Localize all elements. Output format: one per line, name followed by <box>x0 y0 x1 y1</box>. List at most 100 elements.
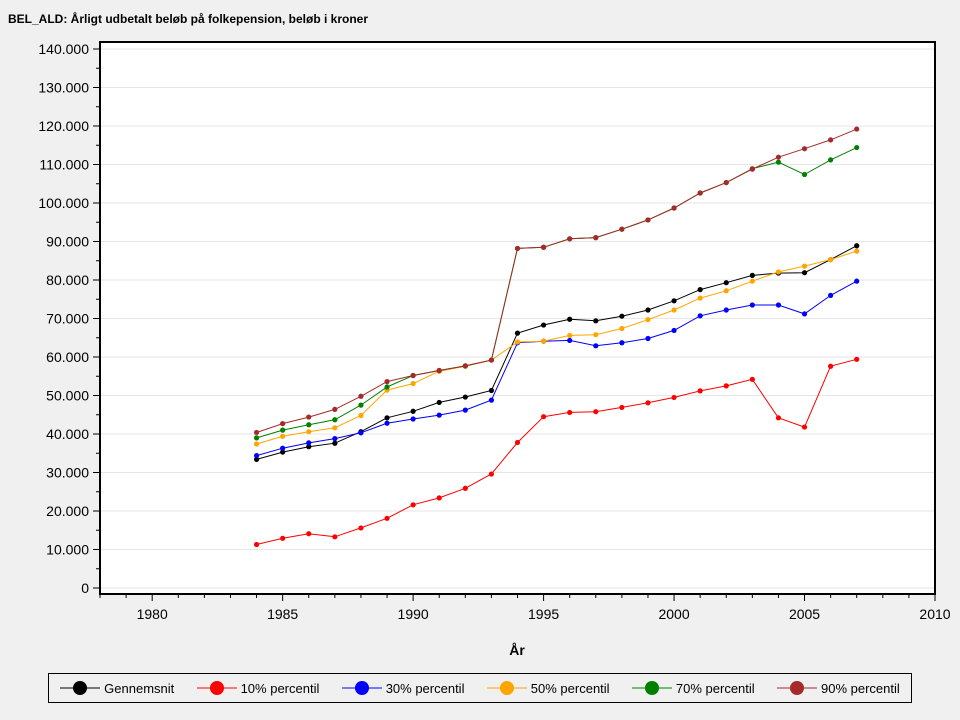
grid-layer <box>100 48 935 589</box>
data-point-gennemsnit <box>462 394 468 400</box>
data-point-30pct-percentil <box>801 311 808 317</box>
data-point-90pct-percentil <box>436 367 442 374</box>
data-point-90pct-percentil <box>280 421 286 427</box>
data-point-50pct-percentil <box>253 441 260 447</box>
data-point-70pct-percentil <box>854 144 860 151</box>
data-point-90pct-percentil <box>358 393 364 399</box>
data-point-50pct-percentil <box>567 332 573 339</box>
data-point-30pct-percentil <box>488 397 495 403</box>
data-point-30pct-percentil <box>723 307 729 313</box>
y-tick-label: 10.000 <box>46 542 89 558</box>
data-point-30pct-percentil <box>358 430 364 436</box>
data-point-30pct-percentil <box>697 313 703 319</box>
data-point-gennemsnit <box>436 399 442 406</box>
data-point-gennemsnit <box>514 330 521 336</box>
legend-swatch <box>486 681 527 695</box>
data-point-50pct-percentil <box>775 269 782 275</box>
y-tick-label: 80.000 <box>46 272 89 288</box>
data-point-50pct-percentil <box>332 425 338 431</box>
data-point-10pct-percentil <box>384 515 390 521</box>
y-tick-label: 20.000 <box>46 503 89 519</box>
data-point-90pct-percentil <box>540 244 547 250</box>
data-point-10pct-percentil <box>436 495 442 501</box>
data-point-gennemsnit <box>723 280 729 286</box>
data-point-70pct-percentil <box>306 422 312 428</box>
legend-label: Gennemsnit <box>104 680 175 696</box>
legend-label: 10% percentil <box>240 680 320 696</box>
data-point-50pct-percentil <box>358 412 364 419</box>
data-point-90pct-percentil <box>593 235 599 241</box>
data-point-10pct-percentil <box>645 400 651 406</box>
data-point-50pct-percentil <box>593 332 599 338</box>
series-layer <box>253 126 860 548</box>
data-point-gennemsnit <box>645 307 651 313</box>
data-point-50pct-percentil <box>645 317 651 323</box>
data-point-50pct-percentil <box>854 248 860 254</box>
data-point-30pct-percentil <box>410 416 416 422</box>
y-tick-label: 40.000 <box>46 426 89 442</box>
data-point-90pct-percentil <box>854 126 860 132</box>
legend: Gennemsnit 10% percentil 30% percentil 50% … <box>48 673 912 703</box>
x-tick-label: 2000 <box>658 606 689 622</box>
data-point-90pct-percentil <box>462 363 468 369</box>
data-point-10pct-percentil <box>410 502 416 508</box>
data-point-10pct-percentil <box>488 471 495 477</box>
y-tick-label: 70.000 <box>46 311 89 327</box>
data-point-70pct-percentil <box>253 435 260 441</box>
data-point-90pct-percentil <box>384 379 390 385</box>
data-point-50pct-percentil <box>619 325 625 332</box>
data-point-50pct-percentil <box>749 278 755 284</box>
legend-item-50pct-percentil: 50% percentil <box>486 679 610 697</box>
data-point-90pct-percentil <box>619 226 625 232</box>
y-tick-label: 110.000 <box>39 157 89 173</box>
data-point-90pct-percentil <box>306 414 312 420</box>
data-point-90pct-percentil <box>749 166 755 172</box>
data-point-gennemsnit <box>619 313 625 319</box>
data-point-30pct-percentil <box>384 420 390 426</box>
data-point-90pct-percentil <box>567 236 573 242</box>
data-point-90pct-percentil <box>488 357 495 363</box>
y-tick-label: 0 <box>81 580 89 596</box>
x-tick-label: 1990 <box>398 606 429 622</box>
data-point-50pct-percentil <box>723 288 729 294</box>
data-point-gennemsnit <box>567 316 573 322</box>
axis-layer: 0 10.000 20.000 30.000 40.000 50.000 60.000 70.… <box>38 41 950 622</box>
data-point-10pct-percentil <box>854 356 860 362</box>
data-point-10pct-percentil <box>462 485 468 491</box>
y-tick-label: 120.000 <box>38 118 89 134</box>
series-30pct-percentil <box>253 278 860 459</box>
data-point-70pct-percentil <box>775 159 782 165</box>
data-point-30pct-percentil <box>436 412 442 418</box>
x-tick-label: 1985 <box>267 606 298 622</box>
legend-swatch <box>60 681 101 695</box>
legend-label: 30% percentil <box>385 680 465 696</box>
legend-label: 90% percentil <box>821 680 900 696</box>
data-point-90pct-percentil <box>697 190 703 196</box>
data-point-30pct-percentil <box>462 407 468 413</box>
data-point-30pct-percentil <box>671 327 677 334</box>
x-tick-label: 1995 <box>528 606 559 622</box>
y-tick-label: 30.000 <box>46 465 89 481</box>
data-point-10pct-percentil <box>332 534 338 540</box>
y-tick-label: 140.000 <box>38 41 89 57</box>
legend-swatch <box>196 681 237 695</box>
data-point-30pct-percentil <box>645 335 651 342</box>
legend-label: 70% percentil <box>675 680 755 696</box>
data-point-10pct-percentil <box>828 363 834 369</box>
data-point-90pct-percentil <box>801 146 808 152</box>
data-point-90pct-percentil <box>645 217 651 223</box>
data-point-90pct-percentil <box>775 154 782 160</box>
legend-swatch <box>777 681 818 695</box>
data-point-30pct-percentil <box>306 440 312 446</box>
data-point-30pct-percentil <box>619 340 625 346</box>
data-point-gennemsnit <box>749 272 755 278</box>
legend-item-30pct-percentil: 30% percentil <box>341 679 465 697</box>
chart-title: BEL_ALD: Årligt udbetalt beløb på folkep… <box>8 12 369 26</box>
legend-item-10pct-percentil: 10% percentil <box>196 679 320 697</box>
data-point-50pct-percentil <box>514 339 521 345</box>
data-point-gennemsnit <box>384 415 390 421</box>
legend-label: 50% percentil <box>530 680 610 696</box>
legend-item-gennemsnit: Gennemsnit <box>60 679 174 697</box>
data-point-30pct-percentil <box>749 302 755 308</box>
data-point-gennemsnit <box>854 243 860 249</box>
